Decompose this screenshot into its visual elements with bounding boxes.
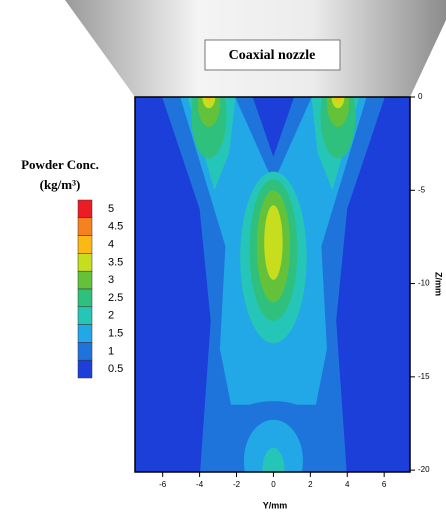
contour-region (205, 97, 213, 101)
x-tick-label: 0 (271, 480, 276, 489)
x-tick-label: -4 (196, 480, 204, 489)
legend-swatch (77, 270, 93, 290)
legend-swatch (77, 199, 93, 219)
legend-label: 3.5 (108, 256, 123, 268)
contour-region (243, 419, 303, 472)
contour-region (243, 401, 303, 420)
plot-frame (134, 96, 411, 473)
legend-label: 3 (108, 274, 114, 286)
x-tick-label: 2 (308, 480, 313, 489)
legend-swatch (77, 306, 93, 325)
legend-label: 4.5 (108, 221, 123, 233)
x-tick-label: -2 (233, 480, 241, 489)
annotation-box (204, 39, 341, 71)
legend-label: 1.5 (108, 328, 123, 340)
legend-swatch (77, 217, 93, 236)
legend-label: 5 (108, 203, 114, 215)
y-tick-label: 0 (418, 92, 423, 101)
legend-label: 2.5 (108, 292, 123, 304)
contour-region (264, 205, 283, 280)
y-tick-label: -10 (418, 279, 430, 288)
legend-title: Powder Conc. (21, 157, 99, 172)
legend-label: 1 (108, 345, 114, 357)
legend-label: 0.5 (108, 363, 123, 375)
legend-swatch (77, 324, 93, 343)
legend-label: 4 (108, 239, 114, 251)
contour-region (331, 97, 345, 109)
legend-label: 2 (108, 310, 114, 322)
legend-swatch (77, 288, 93, 308)
contour-region (326, 97, 350, 127)
x-tick-label: 6 (382, 480, 387, 489)
y-tick-label: -20 (418, 465, 430, 474)
contour-region (262, 447, 285, 472)
y-tick-label: -5 (418, 185, 426, 194)
legend-swatch (77, 235, 93, 254)
contour-region (334, 97, 342, 101)
y-axis-label: Z/mm (434, 272, 444, 296)
contour-field (135, 97, 410, 472)
annotation: Coaxial nozzle (229, 48, 316, 63)
legend-swatch (77, 359, 93, 379)
y-tick-label: -15 (418, 372, 430, 381)
x-tick-label: -6 (159, 480, 167, 489)
x-axis-label: Y/mm (263, 500, 288, 510)
contour-region (197, 97, 220, 127)
legend-swatch (77, 342, 93, 361)
legend-swatch (77, 253, 93, 272)
legend-unit: (kg/m³) (40, 177, 81, 192)
x-tick-label: 4 (345, 480, 350, 489)
contour-region (202, 97, 216, 109)
